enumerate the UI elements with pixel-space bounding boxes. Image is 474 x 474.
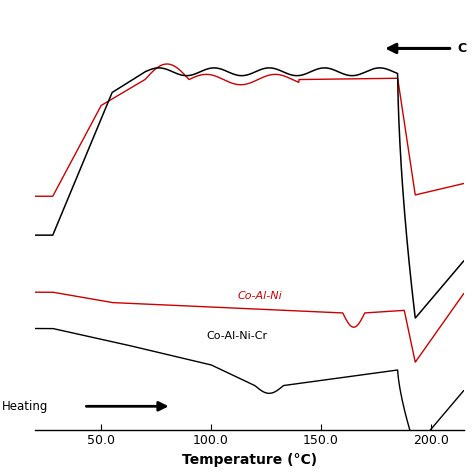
Text: C: C — [457, 42, 466, 55]
X-axis label: Temperature (°C): Temperature (°C) — [182, 453, 317, 467]
Text: Heating: Heating — [2, 400, 49, 413]
Text: Co-Al-Ni: Co-Al-Ni — [237, 291, 282, 301]
Text: Co-Al-Ni-Cr: Co-Al-Ni-Cr — [207, 331, 268, 341]
